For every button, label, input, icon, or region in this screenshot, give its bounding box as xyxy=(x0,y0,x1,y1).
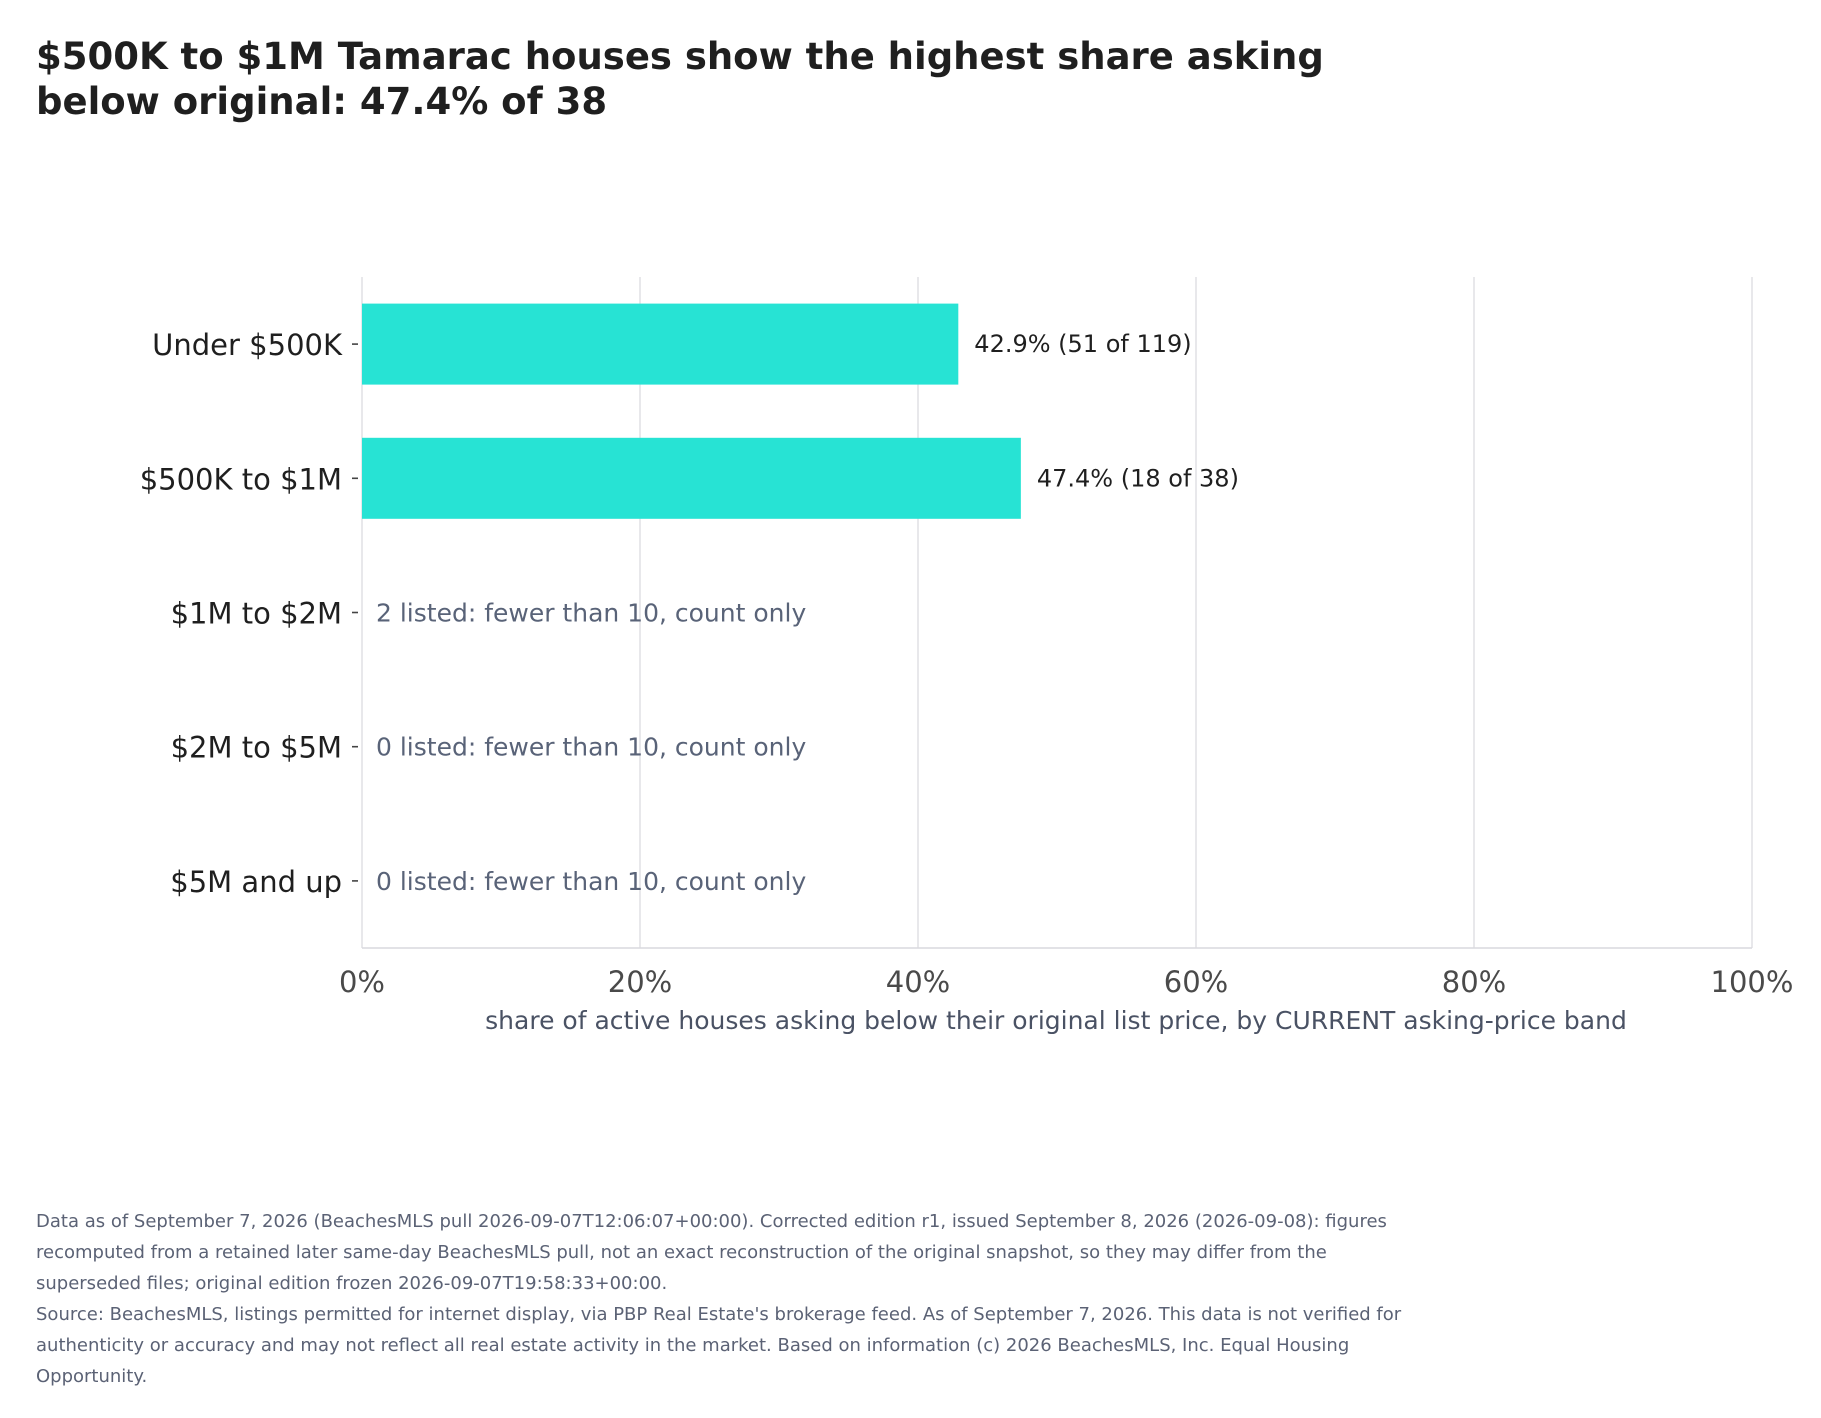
category-label: $500K to $1M xyxy=(140,462,342,496)
x-tick-label: 0% xyxy=(339,965,385,999)
x-tick-label: 80% xyxy=(1442,965,1506,999)
data-labels: 42.9% (51 of 119) 47.4% (18 of 38) 2 liste… xyxy=(376,330,1239,896)
footer-note: Data as of September 7, 2026 (BeachesMLS… xyxy=(36,1211,1387,1294)
bars xyxy=(362,303,1021,519)
x-tick-label: 100% xyxy=(1711,965,1794,999)
category-label: $5M and up xyxy=(170,865,342,899)
x-tick-label: 60% xyxy=(1164,965,1228,999)
category-labels: Under $500K $500K to $1M $1M to $2M $2M to … xyxy=(140,328,358,899)
footer-source: Source: BeachesMLS, listings permitted f… xyxy=(36,1304,1402,1387)
footer: Data as of September 7, 2026 (BeachesMLS… xyxy=(36,1206,1416,1392)
count-only-note: 0 listed: fewer than 10, count only xyxy=(376,867,806,896)
x-tick-label: 40% xyxy=(886,965,950,999)
count-only-note: 0 listed: fewer than 10, count only xyxy=(376,733,806,762)
x-tick-labels: 0% 20% 40% 60% 80% 100% xyxy=(339,965,1793,999)
bar-value-label: 42.9% (51 of 119) xyxy=(974,330,1191,358)
chart-title: $500K to $1M Tamarac houses show the hig… xyxy=(36,35,1324,123)
category-label: $2M to $5M xyxy=(171,731,342,765)
bar xyxy=(362,303,959,385)
grid-lines xyxy=(361,277,1753,949)
bar-chart: Under $500K $500K to $1M $1M to $2M $2M to … xyxy=(140,277,1793,1035)
category-label: $1M to $2M xyxy=(171,597,342,631)
x-tick-label: 20% xyxy=(608,965,672,999)
bar xyxy=(362,437,1021,519)
x-axis-title: share of active houses asking below thei… xyxy=(485,1006,1627,1035)
bar-value-label: 47.4% (18 of 38) xyxy=(1037,464,1239,492)
count-only-note: 2 listed: fewer than 10, count only xyxy=(376,599,806,628)
category-label: Under $500K xyxy=(152,328,343,362)
